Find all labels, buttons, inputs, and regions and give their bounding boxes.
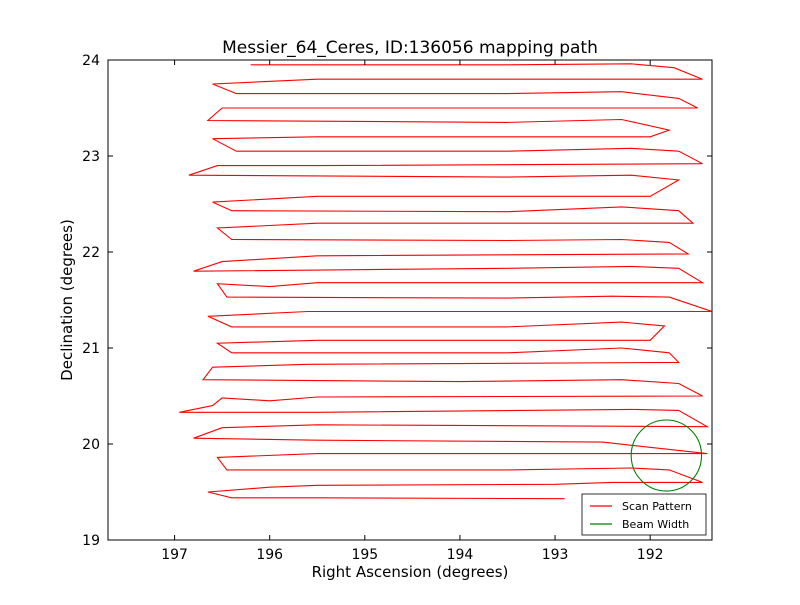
y-tick-label: 19 xyxy=(82,533,100,549)
y-tick-label: 21 xyxy=(82,341,100,357)
x-tick-label: 196 xyxy=(256,547,283,563)
x-tick-label: 197 xyxy=(161,547,188,563)
scan-pattern-line xyxy=(179,63,712,500)
plot-content xyxy=(179,63,712,500)
y-tick-label: 24 xyxy=(82,53,100,69)
y-tick-label: 22 xyxy=(82,245,100,261)
y-axis-label: Declination (degrees) xyxy=(58,219,76,381)
x-tick-label: 192 xyxy=(637,547,664,563)
plot-frame xyxy=(107,59,713,541)
chart-title: Messier_64_Ceres, ID:136056 mapping path xyxy=(222,38,598,58)
x-axis-label: Right Ascension (degrees) xyxy=(312,563,509,581)
x-axis: 197 196 195 194 193 192 xyxy=(161,60,664,563)
legend-label-scan-pattern: Scan Pattern xyxy=(622,500,692,513)
beam-width-circle xyxy=(630,419,703,492)
x-tick-label: 193 xyxy=(542,547,569,563)
y-tick-label: 20 xyxy=(82,437,100,453)
legend-label-beam-width: Beam Width xyxy=(622,518,689,531)
y-axis: 19 20 21 22 23 24 xyxy=(82,53,712,549)
legend-box xyxy=(581,493,707,536)
x-tick-label: 195 xyxy=(351,547,378,563)
legend: Scan Pattern Beam Width xyxy=(581,493,707,536)
x-tick-label: 194 xyxy=(447,547,474,563)
y-tick-label: 23 xyxy=(82,149,100,165)
